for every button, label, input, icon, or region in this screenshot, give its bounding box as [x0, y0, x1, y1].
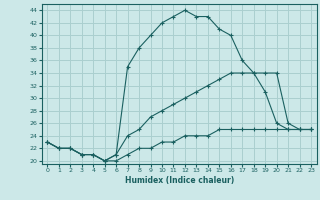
X-axis label: Humidex (Indice chaleur): Humidex (Indice chaleur)	[124, 176, 234, 185]
